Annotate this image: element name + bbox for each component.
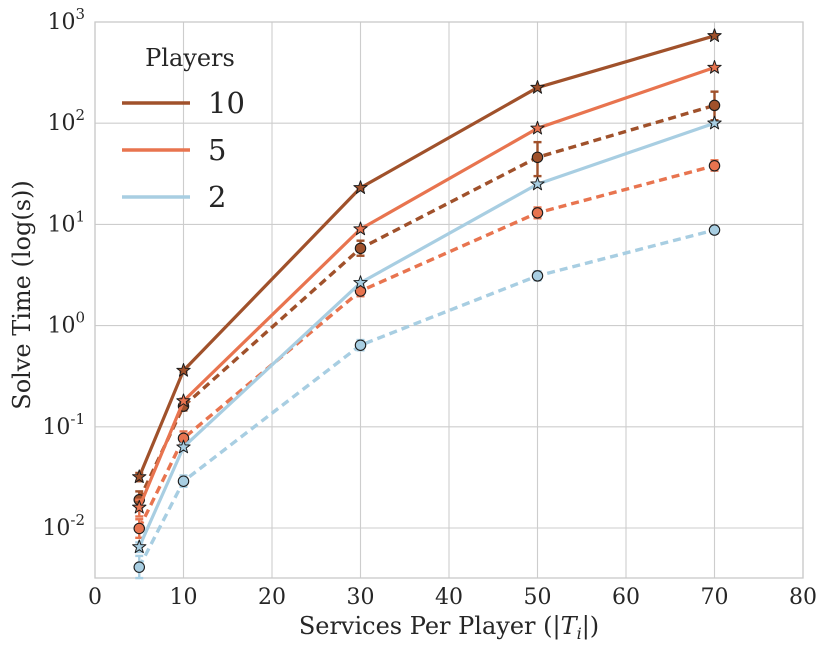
- marker-star: [707, 60, 722, 74]
- marker-star: [176, 439, 191, 454]
- marker-star: [132, 469, 147, 484]
- marker-star: [353, 275, 368, 289]
- series-players-5-solid: [132, 60, 722, 518]
- x-tick-label: 80: [789, 585, 817, 610]
- x-tick-label: 20: [258, 585, 286, 610]
- marker-circle: [354, 242, 367, 255]
- legend-label-5: 5: [208, 133, 226, 167]
- marker-star: [530, 120, 545, 135]
- marker-circle: [708, 99, 721, 112]
- gridlines: [94, 21, 804, 578]
- marker-circle: [354, 339, 367, 351]
- marker-circle: [531, 270, 544, 282]
- marker-star: [132, 539, 147, 554]
- marker-star: [353, 221, 368, 236]
- marker-star: [530, 80, 545, 94]
- marker-circle: [531, 151, 544, 164]
- marker-star: [176, 393, 191, 408]
- marker-circle: [708, 159, 721, 172]
- series-players-10-solid: [132, 28, 722, 484]
- marker-star: [530, 176, 545, 191]
- marker-circle: [133, 522, 146, 535]
- x-tick-label: 40: [435, 585, 463, 610]
- legend: Players 10 5 2: [122, 44, 245, 214]
- y-tick-label: 10-1: [42, 410, 85, 440]
- y-tick-label: 10-2: [42, 511, 85, 541]
- marker-circle: [133, 561, 146, 573]
- series-players-2-dashed: [133, 224, 721, 580]
- x-tick-label: 0: [88, 585, 102, 610]
- x-tick-label: 60: [612, 585, 640, 610]
- marker-star: [707, 115, 722, 130]
- marker-circle: [708, 224, 721, 236]
- marker-star: [353, 180, 368, 194]
- marker-star: [707, 28, 722, 42]
- marker-circle: [177, 475, 190, 487]
- plot-spines: [94, 21, 804, 579]
- y-tick-label: 102: [47, 106, 85, 136]
- marker-star: [132, 499, 147, 514]
- y-tick-label: 100: [47, 309, 85, 339]
- x-tick-label: 10: [170, 585, 198, 610]
- legend-label-2: 2: [208, 180, 226, 214]
- x-tick-label: 70: [701, 585, 729, 610]
- y-tick-label: 103: [47, 5, 85, 35]
- marker-star: [176, 363, 191, 377]
- y-tick-label: 101: [47, 207, 85, 237]
- legend-label-10: 10: [208, 86, 245, 120]
- legend-title: Players: [145, 44, 235, 72]
- x-tick-label: 30: [347, 585, 375, 610]
- x-axis-title: Services Per Player (|Ti|): [299, 612, 599, 643]
- x-tick-label: 50: [524, 585, 552, 610]
- y-axis-title: Solve Time (log(s)): [8, 180, 36, 410]
- series-players-2-solid: [132, 115, 722, 554]
- marker-circle: [531, 207, 544, 219]
